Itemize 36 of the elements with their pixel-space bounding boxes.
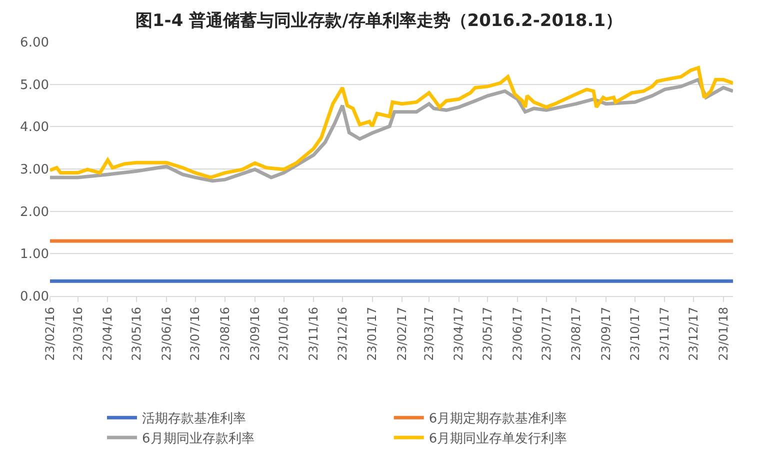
chart-title: 图1-4 普通储蓄与同业存款/存单利率走势（2016.2-2018.1） [135,10,623,31]
x-tick-label: 23/12/17 [686,306,700,361]
x-tick-label: 23/06/17 [510,306,524,361]
legend-label: 6月期定期存款基准利率 [428,410,568,427]
x-tick-label: 23/03/16 [70,306,85,361]
x-tick-label: 23/08/17 [569,306,584,361]
legend-label: 活期存款基准利率 [142,410,246,427]
x-tick-label: 23/03/17 [422,306,436,361]
x-tick-label: 23/07/16 [188,306,202,361]
x-tick-label: 23/02/17 [394,306,409,361]
x-tick-label: 23/05/16 [129,306,144,361]
x-tick-label: 23/09/16 [248,306,262,361]
x-tick-label: 23/05/17 [480,306,495,361]
x-tick-label: 23/09/17 [598,306,613,361]
legend-label: 6月期同业存款利率 [142,430,254,447]
x-tick-label: 23/11/16 [306,306,320,361]
x-tick-label: 23/10/17 [628,306,642,361]
x-tick-label: 23/02/16 [42,306,57,361]
y-tick-label: 2.00 [20,204,49,220]
x-tick-label: 23/04/16 [100,306,115,361]
x-tick-label: 23/11/17 [658,306,672,361]
x-tick-label: 23/04/17 [452,306,466,361]
x-tick-label: 23/06/16 [159,306,174,361]
x-tick-label: 23/01/18 [716,306,730,361]
y-tick-label: 1.00 [20,247,49,262]
x-tick-label: 23/08/16 [218,306,232,361]
legend-label: 6月期同业存单发行利率 [428,430,568,447]
y-tick-label: 6.00 [20,36,49,51]
y-tick-label: 4.00 [20,120,49,136]
y-tick-label: 5.00 [20,78,49,93]
x-tick-label: 23/01/17 [365,306,380,361]
y-tick-label: 3.00 [20,162,49,178]
x-tick-label: 23/12/16 [335,306,350,361]
x-tick-label: 23/07/17 [539,306,554,361]
y-tick-label: 0.00 [20,290,49,305]
x-tick-label: 23/10/16 [276,306,291,361]
